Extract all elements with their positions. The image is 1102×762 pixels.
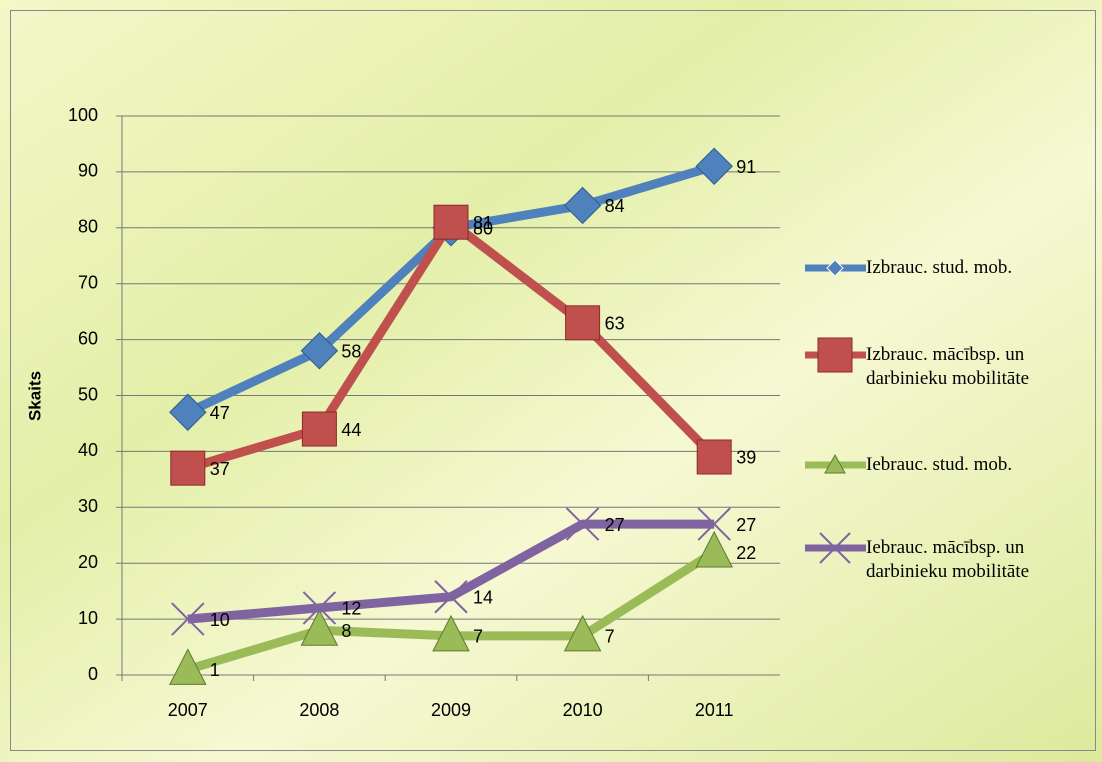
marker <box>695 147 733 186</box>
y-tick-label: 50 <box>78 384 98 404</box>
marker <box>565 507 600 541</box>
y-tick-label: 10 <box>78 608 98 628</box>
x-tick-label: 2010 <box>563 700 603 720</box>
marker <box>563 186 602 225</box>
y-tick-label: 0 <box>88 664 98 684</box>
y-tick-label: 70 <box>78 272 98 292</box>
data-label: 12 <box>341 599 361 619</box>
marker <box>170 450 206 486</box>
data-label: 14 <box>473 587 493 607</box>
chart-frame <box>10 10 1096 751</box>
legend-label: Izbrauc. stud. mob. <box>866 257 1013 278</box>
data-label: 44 <box>341 420 361 440</box>
legend-label: Izbrauc. mācībsp. un darbinieku mobilitā… <box>866 344 1030 389</box>
marker <box>434 580 468 614</box>
data-label: 1 <box>210 660 220 680</box>
marker <box>695 530 734 568</box>
data-label: 27 <box>605 515 625 535</box>
legend-marker <box>826 259 844 277</box>
data-label: 10 <box>210 610 230 630</box>
marker <box>169 393 207 431</box>
marker <box>433 204 469 240</box>
marker <box>432 614 470 652</box>
data-label: 47 <box>210 403 230 423</box>
marker <box>301 411 337 447</box>
y-tick-label: 30 <box>78 496 98 516</box>
data-label: 81 <box>473 213 493 233</box>
data-label: 39 <box>736 448 756 468</box>
x-tick-label: 2008 <box>299 700 339 720</box>
data-label: 84 <box>605 196 625 216</box>
legend-entry: Iebrauc. mācībsp. un darbinieku mobilitā… <box>866 537 1030 582</box>
data-label: 7 <box>473 627 483 647</box>
legend-marker <box>817 337 853 373</box>
marker <box>300 609 339 646</box>
marker <box>565 305 601 341</box>
marker <box>171 602 205 636</box>
marker <box>696 439 732 475</box>
marker <box>697 507 731 541</box>
y-axis-title: Skaits <box>25 371 44 421</box>
legend-entry: Iebrauc. stud. mob. <box>866 454 1013 475</box>
marker <box>168 648 207 685</box>
y-tick-label: 20 <box>78 552 98 572</box>
marker <box>563 614 602 652</box>
data-label: 63 <box>605 314 625 334</box>
x-tick-label: 2011 <box>695 700 734 720</box>
legend-entry: Izbrauc. mācībsp. un darbinieku mobilitā… <box>866 344 1030 389</box>
legend-label: Iebrauc. mācībsp. un darbinieku mobilitā… <box>866 537 1030 582</box>
y-tick-label: 90 <box>78 161 98 181</box>
marker <box>300 332 339 370</box>
data-label: 58 <box>341 342 361 362</box>
x-tick-label: 2009 <box>431 700 471 720</box>
legend-label: Iebrauc. stud. mob. <box>866 454 1013 475</box>
legend-marker <box>824 453 846 474</box>
legend-entry: Izbrauc. stud. mob. <box>866 257 1013 278</box>
data-label: 80 <box>473 219 493 239</box>
y-tick-label: 40 <box>78 440 98 460</box>
y-tick-label: 60 <box>78 328 98 348</box>
y-tick-label: 80 <box>78 217 98 237</box>
data-label: 22 <box>736 543 756 563</box>
data-label: 91 <box>736 157 756 177</box>
y-tick-label: 100 <box>68 105 98 125</box>
marker <box>302 591 337 625</box>
data-label: 27 <box>736 515 756 535</box>
data-label: 8 <box>341 621 351 641</box>
data-label: 37 <box>210 459 230 479</box>
data-label: 7 <box>605 627 615 647</box>
x-tick-label: 2007 <box>168 700 208 720</box>
legend-marker <box>819 532 851 564</box>
